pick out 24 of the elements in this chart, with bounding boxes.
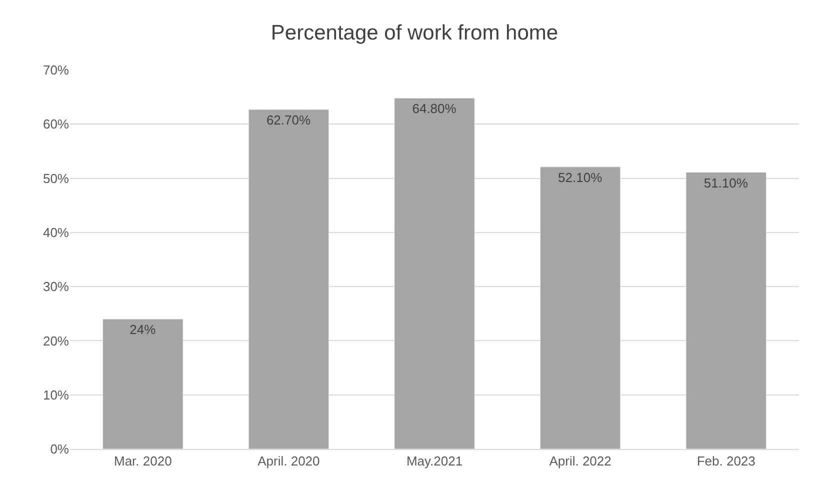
x-tick-label: Feb. 2023 (696, 454, 756, 469)
data-label: 51.10% (704, 175, 748, 190)
y-tick-label: 40% (42, 224, 70, 240)
bar (394, 98, 475, 449)
y-tick-label: 20% (42, 333, 70, 348)
x-tick-label: Mar. 2020 (114, 454, 172, 469)
data-label: 64.80% (412, 101, 457, 116)
data-label: 24% (130, 322, 156, 338)
x-tick-label: May.2021 (406, 454, 463, 469)
y-tick-label: 50% (42, 170, 70, 186)
bar (540, 166, 621, 449)
y-tick-label: 30% (42, 279, 70, 294)
bar (102, 318, 184, 449)
y-tick-label: 70% (42, 62, 70, 78)
chart-title: Percentage of work from home (270, 22, 558, 45)
y-tick-label: 0% (50, 442, 70, 457)
y-tick-label: 60% (42, 116, 70, 132)
bar (248, 109, 330, 449)
bar (686, 172, 766, 449)
x-tick-label: April. 2022 (549, 454, 612, 469)
x-tick-label: April. 2020 (258, 454, 320, 469)
data-label: 52.10% (558, 170, 603, 185)
y-tick-label: 10% (42, 387, 70, 402)
data-label: 62.70% (266, 112, 311, 128)
